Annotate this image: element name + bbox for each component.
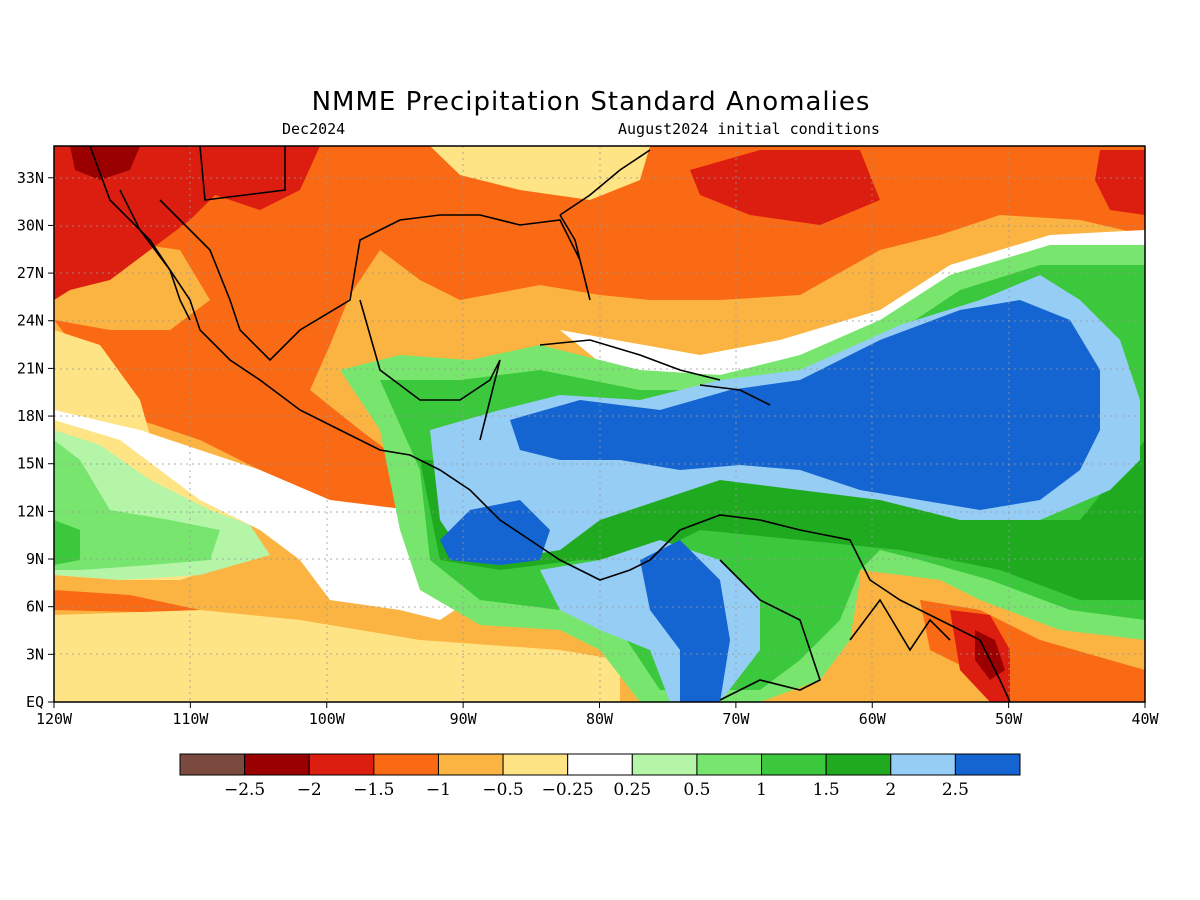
coastline-hispaniola <box>699 384 771 406</box>
near-normal-pacific <box>54 410 470 620</box>
dry-core-northwest-dark <box>70 146 140 180</box>
border-guianas <box>849 598 951 652</box>
slightly-dry-us-east <box>430 146 650 200</box>
colorbar-label: −2 <box>297 780 322 800</box>
colorbar-swatch <box>631 753 698 776</box>
colorbar-swatch <box>308 753 375 776</box>
wet-core-pacific <box>440 500 550 565</box>
colorbar-label: 2.5 <box>942 780 969 800</box>
colorbar-label: 0.25 <box>613 780 651 800</box>
dry-core-north-atlantic <box>690 150 880 225</box>
colorbar-label: 0.5 <box>683 780 710 800</box>
lon-label: 50W <box>995 710 1023 728</box>
lat-label: 30N <box>17 216 44 234</box>
lon-label: 100W <box>309 710 346 728</box>
colorbar-label: 2 <box>885 780 896 800</box>
lat-label: 15N <box>17 455 44 473</box>
coastline-us-east <box>559 149 651 216</box>
colorbar-swatch <box>825 753 892 776</box>
colorbar-label: −0.25 <box>542 780 594 800</box>
wet-region-east-pacific <box>54 440 220 570</box>
colorbar-swatch <box>696 753 763 776</box>
lon-label: 80W <box>586 710 614 728</box>
colorbar: −2.5 −2 −1.5 −1 −0.5 −0.25 0.25 0.5 1 1.5 2 2.5 <box>179 753 1021 800</box>
colorbar-label: 1.5 <box>813 780 840 800</box>
longitude-labels: 120W 110W 100W 90W 80W 70W 60W 50W 40W <box>36 702 1160 728</box>
colorbar-swatch <box>244 753 310 776</box>
lon-label: 120W <box>36 710 73 728</box>
colorbar-swatch <box>890 753 956 776</box>
coastline-cuba <box>539 339 721 381</box>
coastline-baja <box>119 189 191 321</box>
valid-period: Dec2024 <box>282 120 345 138</box>
lat-label: 27N <box>17 264 44 282</box>
lon-label: 110W <box>172 710 209 728</box>
lon-label: 40W <box>1131 710 1159 728</box>
coastline-south-america <box>679 514 1011 702</box>
coastline-mexico-central-america <box>89 146 681 581</box>
latitude-labels: EQ 3N 6N 9N 12N 15N 18N 21N 24N 27N 30N 33N <box>17 169 54 711</box>
coastline-yucatan <box>359 299 501 441</box>
border-mexico-us <box>199 146 286 201</box>
lat-label: 24N <box>17 312 44 330</box>
colorbar-swatch <box>954 753 1021 776</box>
dry-core-northeast <box>1095 150 1145 215</box>
lat-label: 21N <box>17 359 44 377</box>
colorbar-swatch <box>437 753 504 776</box>
grid-lines <box>54 146 1145 702</box>
colorbar-label: −0.5 <box>482 780 523 800</box>
lon-label: 60W <box>859 710 887 728</box>
coastline-gulf-of-mexico <box>159 199 591 362</box>
lat-label: 3N <box>26 645 44 663</box>
colorbar-swatch <box>179 753 246 776</box>
colorbar-label: −2.5 <box>224 780 265 800</box>
lat-label: 12N <box>17 502 44 520</box>
wet-region-medium-pacific <box>54 520 80 565</box>
colorbar-label: 1 <box>756 780 767 800</box>
wet-core-colombia <box>640 540 730 702</box>
lat-label: 9N <box>26 550 44 568</box>
colorbar-label: −1.5 <box>353 780 394 800</box>
lon-label: 90W <box>450 710 478 728</box>
lat-label: 18N <box>17 407 44 425</box>
border-colombia-venezuela <box>719 559 821 701</box>
lat-label: 6N <box>26 598 44 616</box>
lon-label: 70W <box>722 710 750 728</box>
initial-conditions: August2024 initial conditions <box>618 120 880 138</box>
wet-core-caribbean <box>510 300 1100 510</box>
colorbar-swatch <box>567 753 633 776</box>
dry-core-brazil-dark <box>975 630 1005 680</box>
slightly-dry-south-pacific <box>54 610 620 702</box>
colorbar-label: −1 <box>426 780 451 800</box>
colorbar-swatch <box>502 753 569 776</box>
lat-label: EQ <box>26 693 44 711</box>
map-title: NMME Precipitation Standard Anomalies <box>312 87 871 117</box>
colorbar-swatch <box>373 753 439 776</box>
colorbar-swatch <box>761 753 827 776</box>
anomaly-field <box>54 146 1145 702</box>
lat-label: 33N <box>17 169 44 187</box>
coastlines <box>89 146 1011 702</box>
